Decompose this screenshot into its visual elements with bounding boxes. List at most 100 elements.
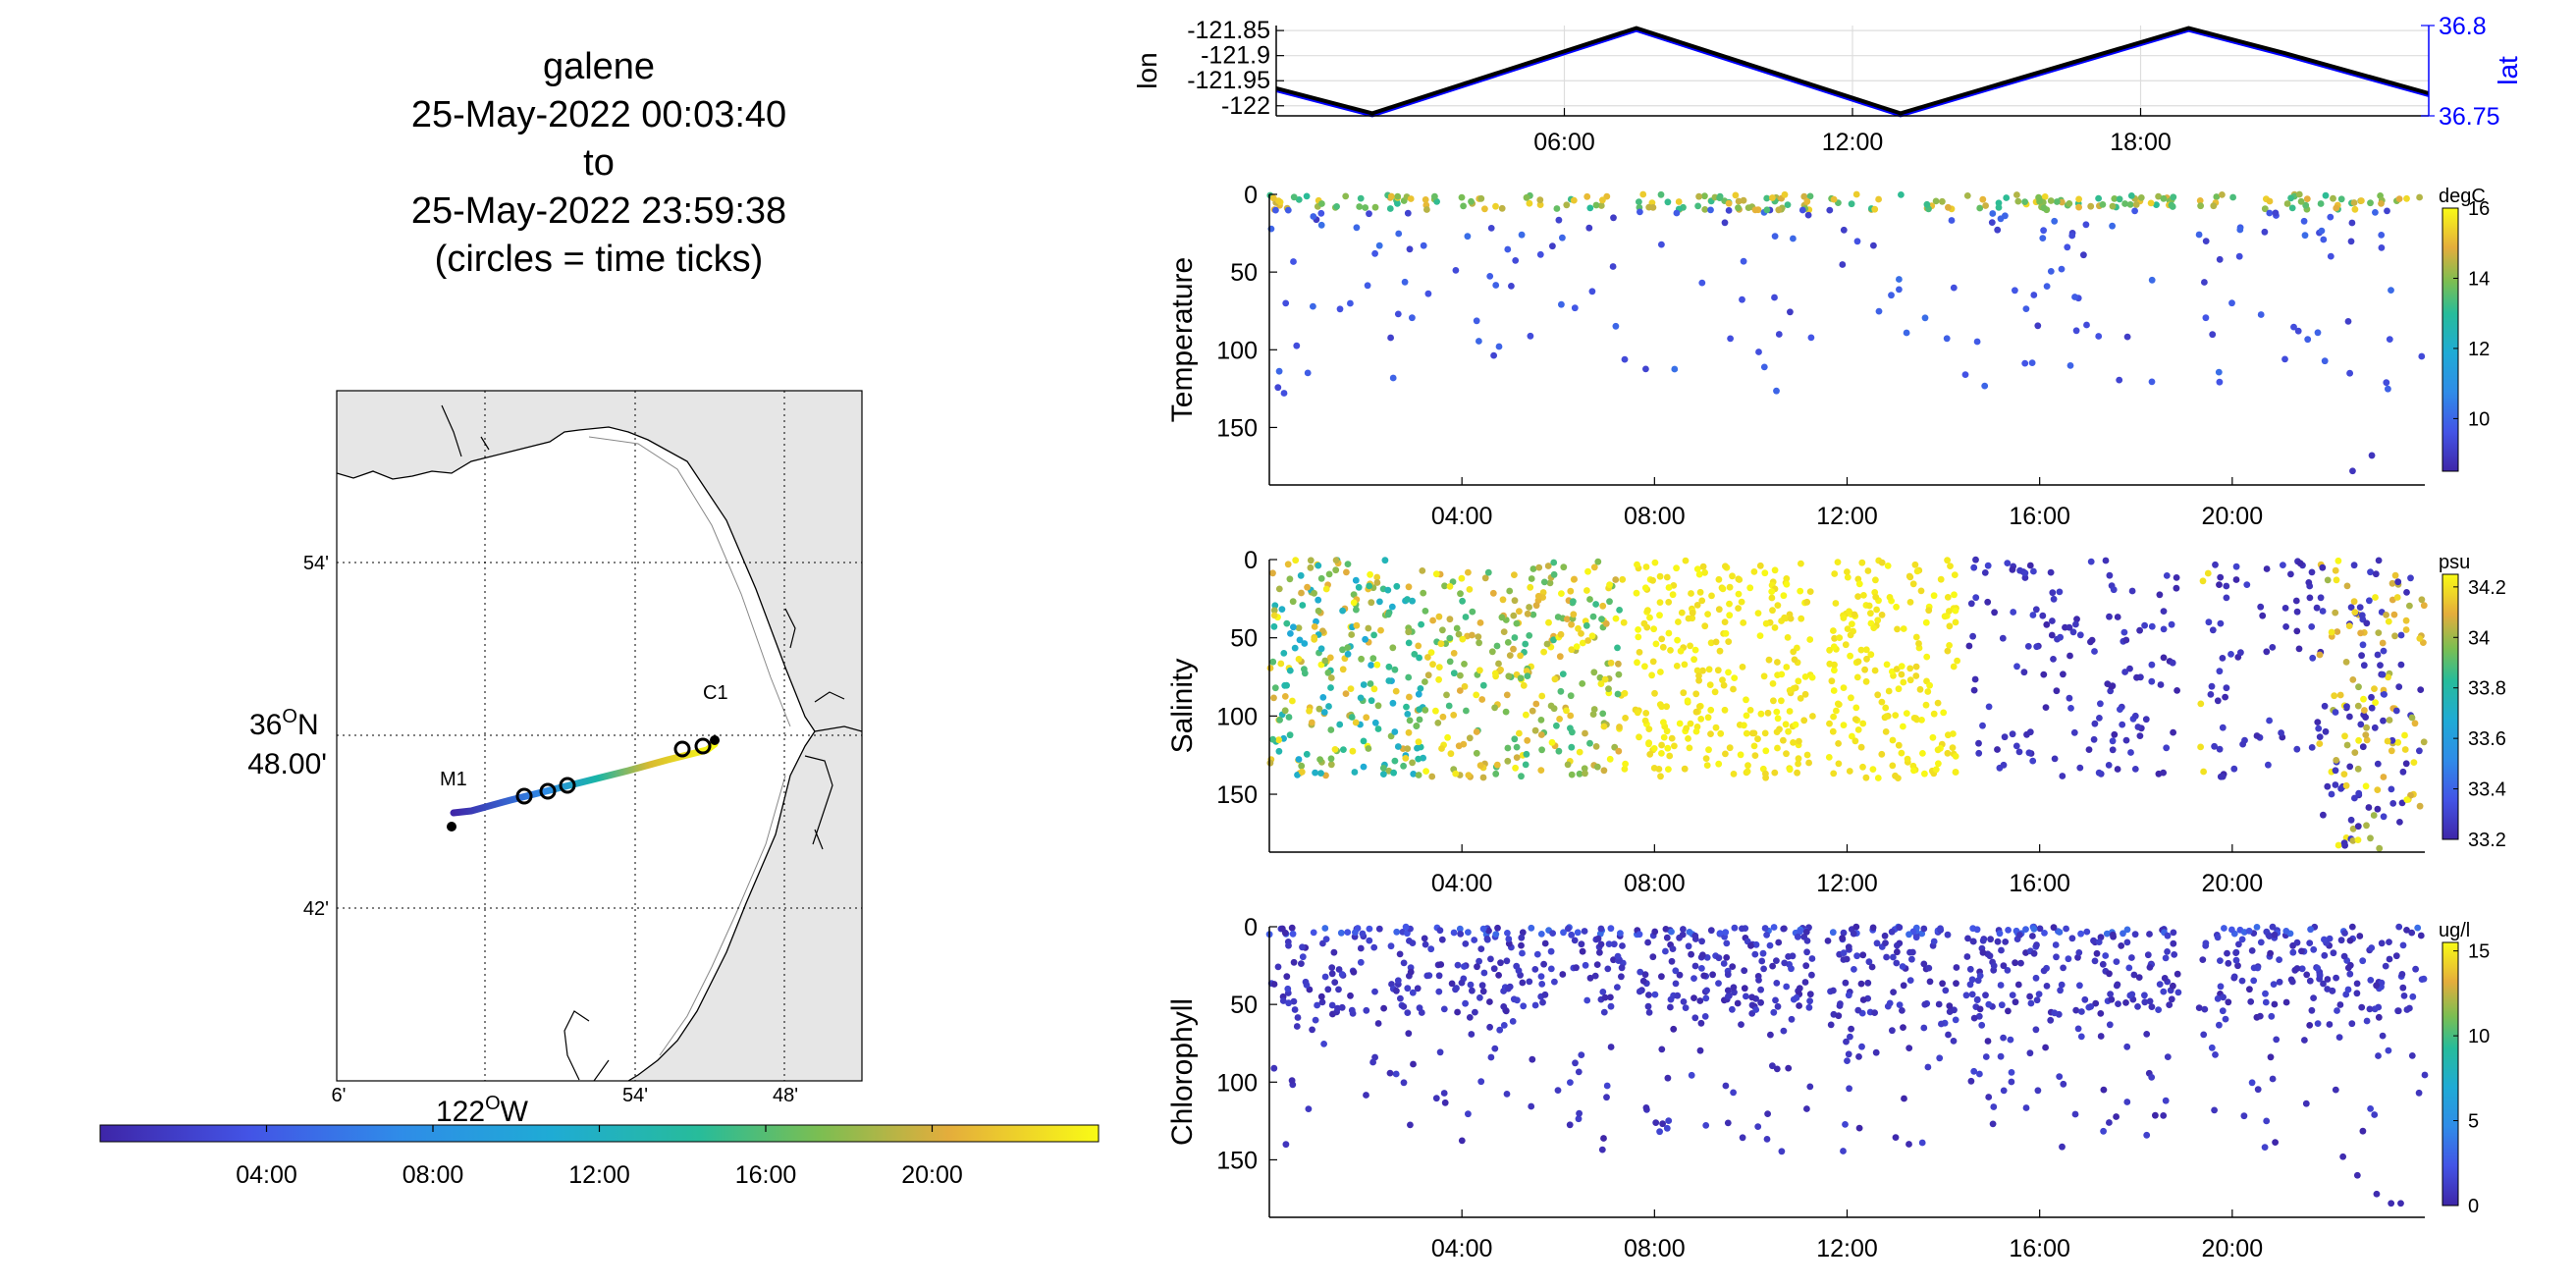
- temperature-point: [2378, 200, 2385, 207]
- salinity-point: [1512, 764, 1519, 772]
- lat-degree-hemisphere: N: [297, 709, 319, 741]
- temperature-point: [2367, 199, 2374, 207]
- temperature-point: [1716, 194, 1723, 202]
- temperature-point: [1563, 201, 1571, 209]
- chlorophyll-point: [1920, 960, 1928, 968]
- chlorophyll-point: [2143, 1031, 2151, 1038]
- salinity-point: [2354, 823, 2362, 831]
- salinity-point: [1884, 563, 1892, 569]
- chlorophyll-point: [1950, 1038, 1958, 1045]
- panel-ylabel: Salinity: [1166, 659, 1199, 754]
- temperature-point: [1558, 300, 1565, 308]
- chlorophyll-point: [2409, 993, 2417, 1000]
- salinity-point: [1381, 557, 1389, 564]
- chlorophyll-point: [1477, 945, 1485, 952]
- chlorophyll-point: [2034, 1087, 2042, 1095]
- salinity-point: [1886, 594, 1894, 601]
- chlorophyll-point: [2248, 947, 2256, 954]
- temperature-point: [1518, 231, 1526, 239]
- salinity-point: [1550, 559, 1558, 566]
- temperature-point: [2333, 204, 2340, 212]
- salinity-point: [1707, 730, 1714, 737]
- chlorophyll-point: [2262, 990, 2269, 997]
- temperature-point: [1371, 249, 1378, 257]
- temperature-point: [1981, 382, 1989, 390]
- salinity-point: [1663, 703, 1670, 711]
- temperature-point: [1477, 194, 1485, 202]
- panel-ytick-label: 50: [1230, 625, 1258, 653]
- salinity-point: [2122, 736, 2130, 744]
- salinity-point: [1663, 727, 1671, 735]
- salinity-point: [2368, 693, 2375, 701]
- temperature-point: [1406, 245, 1414, 253]
- chlorophyll-point: [1723, 939, 1731, 947]
- salinity-point: [2403, 796, 2411, 803]
- chlorophyll-point: [1596, 948, 1603, 956]
- salinity-point: [1769, 607, 1776, 615]
- map-lat-degree-label: 36ON 48.00': [247, 706, 327, 780]
- chlorophyll-point: [1912, 934, 1920, 941]
- salinity-point: [2365, 804, 2373, 811]
- chlorophyll-point: [1686, 929, 1693, 936]
- chlorophyll-point: [2266, 933, 2274, 939]
- salinity-point: [1616, 607, 1623, 614]
- salinity-point: [1783, 664, 1791, 671]
- salinity-point: [1270, 622, 1278, 630]
- salinity-point: [1853, 673, 1861, 681]
- temperature-point: [1732, 191, 1740, 199]
- chlorophyll-point: [1669, 945, 1677, 952]
- chlorophyll-point: [1519, 979, 1527, 987]
- salinity-point: [1285, 714, 1293, 721]
- temperature-point: [1404, 209, 1412, 217]
- temperature-point: [1387, 334, 1394, 342]
- salinity-point: [1676, 720, 1684, 727]
- salinity-point: [2280, 562, 2286, 568]
- salinity-point: [1863, 655, 1870, 663]
- salinity-point: [2232, 563, 2240, 570]
- temperature-point: [2160, 194, 2168, 202]
- salinity-point: [1621, 766, 1629, 773]
- salinity-point: [1315, 596, 1322, 604]
- chlorophyll-point: [2071, 1110, 2079, 1118]
- chlorophyll-point: [2335, 1034, 2343, 1041]
- chlorophyll-point: [2225, 998, 2232, 1006]
- salinity-point: [1893, 603, 1900, 611]
- temperature-point: [2022, 305, 2030, 312]
- chlorophyll-point: [1889, 1027, 1896, 1035]
- salinity-point: [1600, 723, 1608, 730]
- chlorophyll-point: [1531, 1001, 1539, 1009]
- salinity-point: [1422, 768, 1429, 775]
- chlorophyll-point: [1797, 928, 1803, 936]
- temperature-point: [1725, 207, 1733, 214]
- chlorophyll-point: [2415, 1089, 2423, 1097]
- salinity-point: [2354, 765, 2362, 773]
- salinity-point: [1871, 667, 1879, 674]
- map-lon-tick-6: 6': [332, 1085, 347, 1106]
- salinity-point: [2354, 702, 2362, 710]
- salinity-point: [1681, 765, 1689, 773]
- chlorophyll-point: [1334, 1004, 1341, 1012]
- salinity-point: [1746, 584, 1754, 592]
- salinity-point: [1556, 716, 1563, 723]
- chlorophyll-point: [2109, 931, 2117, 939]
- salinity-point: [1526, 604, 1532, 611]
- salinity-point: [2397, 631, 2405, 639]
- panel-xtick-label: 04:00: [1431, 870, 1493, 897]
- chlorophyll-point: [1665, 1117, 1673, 1124]
- chlorophyll-point: [1594, 935, 1602, 942]
- chlorophyll-point: [1347, 992, 1354, 999]
- temperature-point: [2344, 318, 2352, 325]
- chlorophyll-point: [1837, 1000, 1844, 1007]
- temperature-point: [1721, 219, 1729, 227]
- salinity-point: [2380, 813, 2388, 821]
- salinity-point: [1270, 607, 1278, 615]
- salinity-point: [2399, 768, 2407, 776]
- salinity-point: [1530, 565, 1537, 572]
- chlorophyll-point: [2344, 986, 2352, 993]
- salinity-point: [1680, 689, 1688, 697]
- salinity-point: [1298, 768, 1306, 776]
- salinity-point: [1864, 567, 1872, 574]
- salinity-point: [1405, 728, 1413, 736]
- salinity-point: [1348, 631, 1356, 638]
- salinity-point: [1409, 759, 1416, 767]
